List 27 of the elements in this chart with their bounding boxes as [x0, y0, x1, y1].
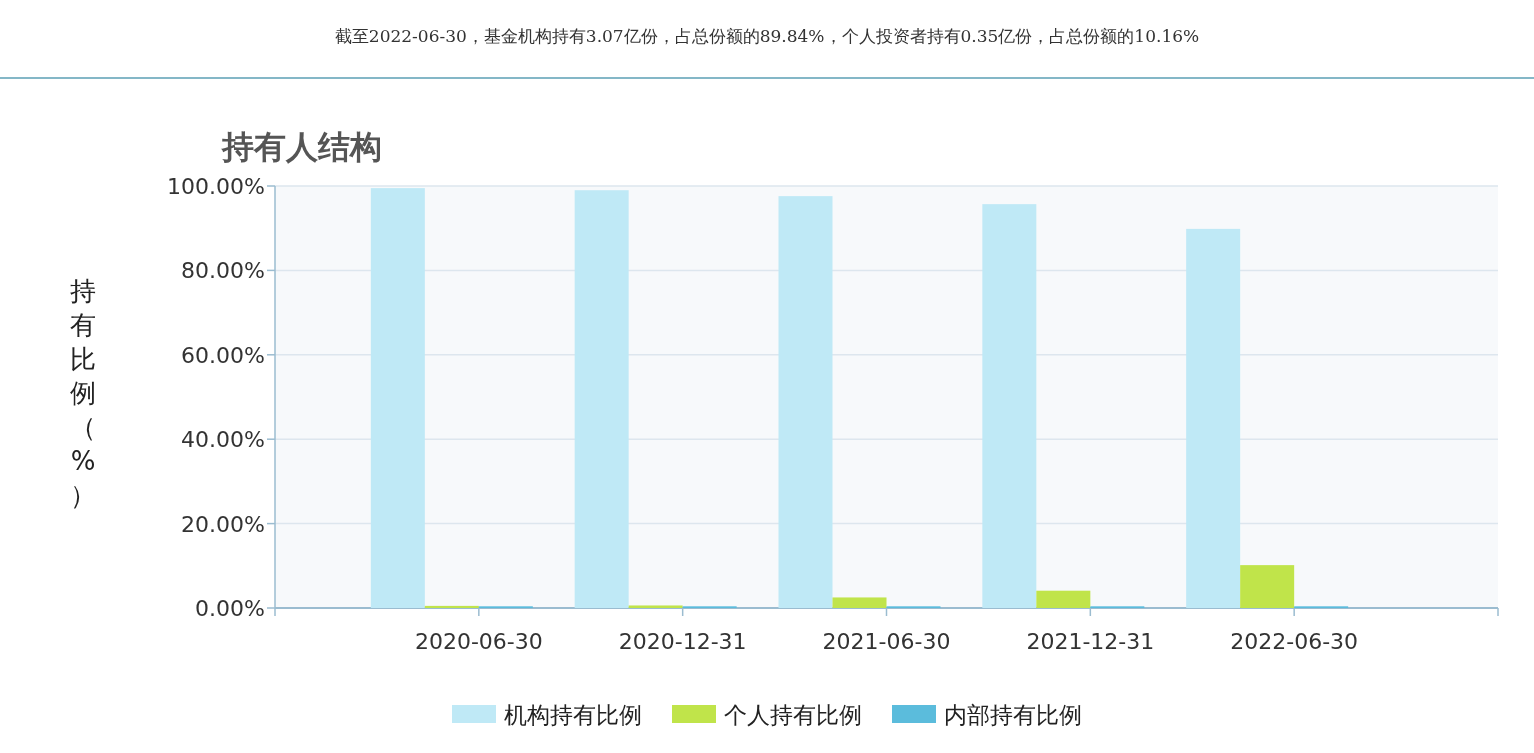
legend-label: 机构持有比例	[504, 702, 642, 728]
y-axis-title: 持有比例（%）	[70, 276, 96, 510]
y-tick-label: 100.00%	[167, 174, 265, 199]
chart-title: 持有人结构	[221, 128, 382, 166]
bar	[1186, 228, 1241, 608]
legend-label: 内部持有比例	[944, 702, 1082, 728]
bar	[628, 605, 683, 608]
bar	[1240, 565, 1295, 608]
y-tick-label: 80.00%	[181, 258, 265, 284]
bar	[1036, 590, 1091, 608]
text: 截至2022-06-30，基金机构持有3.07亿份，占总份额的89.84%，个人投资者持有0.35亿份，占总份额的10.16%	[334, 26, 1200, 46]
y-tick-label: 20.00%	[181, 511, 265, 537]
bar	[424, 605, 479, 608]
y-tick-label: 0.00%	[195, 596, 265, 621]
x-tick-label: 2021-12-31	[1026, 629, 1155, 654]
x-tick-label: 2021-06-30	[822, 629, 951, 654]
x-tick-label: 2020-12-31	[618, 629, 747, 654]
bar	[574, 190, 629, 608]
x-tick-label: 2022-06-30	[1230, 629, 1359, 654]
bar	[832, 597, 887, 608]
x-tick-label: 2020-06-30	[414, 629, 543, 654]
bar	[778, 196, 833, 608]
bar	[370, 188, 425, 608]
legend-label: 个人持有比例	[724, 702, 862, 728]
y-tick-label: 60.00%	[181, 342, 265, 368]
bar	[982, 204, 1037, 608]
y-tick-label: 40.00%	[181, 427, 265, 453]
